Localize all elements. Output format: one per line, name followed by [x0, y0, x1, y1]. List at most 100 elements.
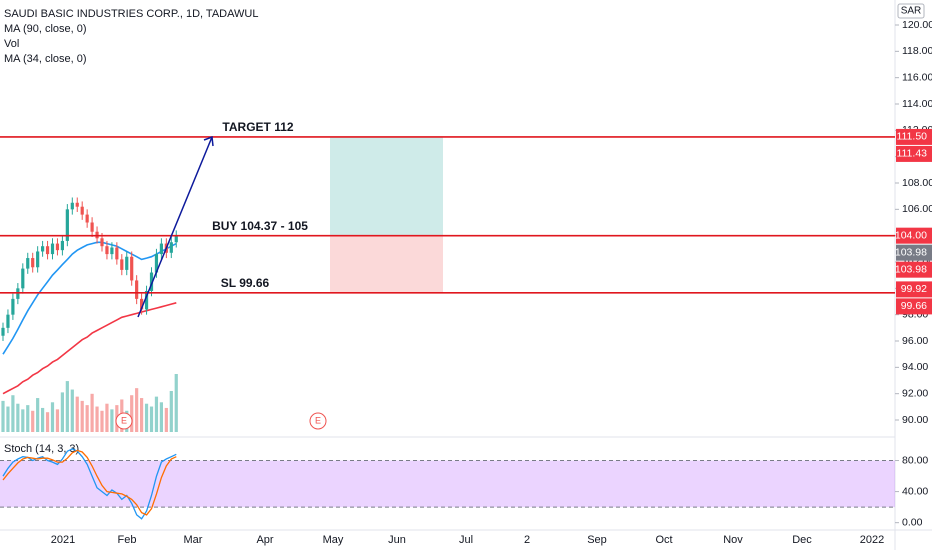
volume-bar	[164, 407, 168, 432]
target-zone	[330, 136, 443, 236]
x-tick-label: Jul	[459, 534, 473, 546]
volume-bar	[154, 396, 159, 432]
volume-bar	[65, 381, 69, 432]
y-tick-label: 90.00	[902, 414, 928, 426]
x-tick-label: Feb	[118, 534, 137, 546]
chart-title: SAUDI BASIC INDUSTRIES CORP., 1D, TADAWU…	[4, 8, 258, 20]
annotation: BUY 104.37 - 105	[212, 219, 308, 233]
candle-body	[90, 222, 94, 232]
candle-body	[21, 268, 25, 289]
candle-body	[41, 246, 45, 252]
earnings-marker	[115, 412, 133, 430]
x-tick-label: 2	[524, 534, 530, 546]
candle-body	[36, 251, 40, 268]
candle-body	[100, 238, 104, 247]
candle-body	[75, 202, 79, 207]
indicator-label: MA (90, close, 0)	[4, 23, 87, 35]
candle-body	[130, 256, 134, 281]
y-tick-label: 40.00	[902, 485, 928, 497]
price-label-box	[896, 145, 932, 162]
indicator-label: Vol	[4, 38, 19, 50]
candle-body	[174, 235, 178, 243]
y-tick-label: 116.00	[902, 71, 932, 83]
volume-bar	[36, 398, 40, 432]
y-tick-label: 108.00	[902, 177, 932, 189]
volume-bar	[135, 388, 139, 432]
candle-body	[144, 290, 149, 310]
x-tick-label: Jun	[388, 534, 406, 546]
candle-body	[1, 327, 5, 336]
candle-body	[115, 247, 119, 260]
volume-bar	[31, 410, 35, 432]
earnings-label: E	[315, 415, 321, 425]
volume-bar	[26, 405, 30, 432]
candle-body	[26, 258, 30, 269]
price-label-box	[896, 128, 932, 145]
y-tick-label: 80.00	[902, 454, 928, 466]
volume-bar	[45, 412, 50, 432]
volume-bar	[55, 409, 60, 432]
y-tick-label: 96.00	[902, 335, 928, 347]
y-tick-label: 92.00	[902, 387, 928, 399]
x-tick-label: Dec	[792, 534, 812, 546]
volume-bar	[140, 398, 144, 432]
volume-bar	[144, 403, 149, 432]
volume-bar	[11, 395, 15, 432]
y-tick-label: 94.00	[902, 361, 928, 373]
volume-bar	[41, 407, 45, 432]
moving-average	[2, 241, 177, 355]
volume-bar	[70, 389, 74, 432]
candle-body	[159, 243, 163, 255]
stoch-line	[2, 448, 177, 520]
volume-bar	[130, 395, 134, 432]
moving-average	[2, 302, 177, 395]
x-tick-label: 2022	[860, 534, 884, 546]
candle-body	[140, 298, 144, 310]
x-tick-label: Sep	[587, 534, 607, 546]
price-label-box	[896, 261, 932, 278]
trend-arrow	[137, 136, 213, 318]
volume-bar	[90, 393, 94, 432]
candle-body	[11, 298, 15, 315]
x-tick-label: Oct	[655, 534, 672, 546]
price-label-box	[896, 244, 932, 261]
x-tick-label: Nov	[723, 534, 743, 546]
volume-bar	[1, 400, 5, 432]
currency-box	[897, 3, 925, 19]
x-tick-label: 2021	[51, 534, 75, 546]
price-label-box	[896, 281, 932, 298]
candle-body	[55, 243, 60, 251]
earnings-marker	[309, 412, 327, 430]
candle-body	[105, 246, 109, 255]
candle-body	[45, 246, 50, 255]
candle-body	[31, 258, 35, 268]
price-label: 99.92	[901, 283, 927, 295]
price-label: 111.50	[896, 131, 927, 143]
y-tick-label: 114.00	[902, 98, 932, 110]
volume-bar	[105, 403, 109, 432]
volume-bar	[95, 406, 99, 432]
candle-body	[60, 240, 64, 251]
earnings-label: E	[121, 415, 127, 425]
price-label: 103.98	[895, 263, 927, 275]
y-tick-label: 106.00	[902, 203, 932, 215]
volume-bar	[16, 403, 20, 432]
volume-bar	[6, 406, 10, 432]
candle-body	[169, 242, 173, 253]
currency: SAR	[901, 6, 922, 17]
indicator-label: MA (34, close, 0)	[4, 53, 87, 65]
price-label: 103.98	[895, 246, 927, 258]
x-tick-label: May	[323, 534, 344, 546]
stoch-line	[2, 449, 177, 516]
candle-body	[70, 202, 74, 210]
x-tick-label: Apr	[256, 534, 273, 546]
volume-bar	[149, 406, 154, 432]
price-label: 104.00	[895, 229, 927, 241]
candle-body	[80, 206, 84, 215]
volume-bar	[60, 392, 64, 432]
x-tick-label: Mar	[184, 534, 203, 546]
volume-bar	[159, 402, 163, 432]
y-tick-label: 118.00	[902, 45, 932, 57]
candle-body	[149, 272, 154, 291]
